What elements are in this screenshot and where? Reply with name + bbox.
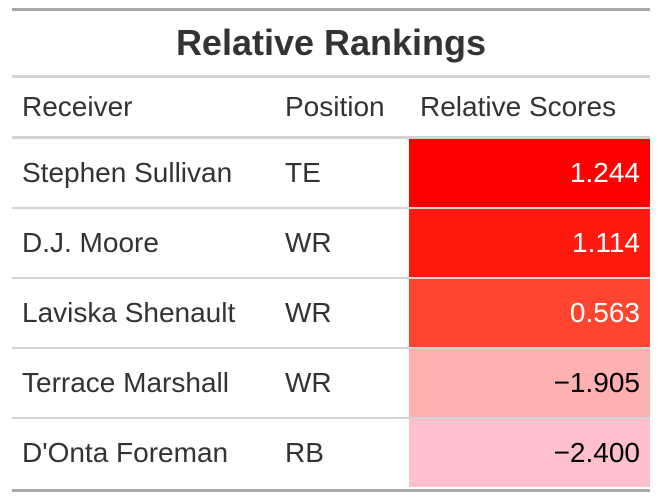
cell-receiver: Stephen Sullivan — [22, 157, 233, 188]
header-relative-scores: Relative Scores — [420, 91, 617, 122]
cell-relative-score: −2.400 — [409, 419, 650, 487]
row-divider — [12, 417, 650, 419]
row-divider — [12, 207, 650, 209]
cell-position: WR — [285, 227, 332, 258]
cell-receiver: Terrace Marshall — [22, 367, 229, 398]
cell-relative-score: 1.244 — [409, 139, 650, 207]
header-receiver: Receiver — [22, 91, 133, 122]
table-title: Relative Rankings — [175, 22, 487, 63]
cell-relative-score: 0.563 — [409, 279, 650, 347]
cell-position: WR — [285, 297, 332, 328]
cell-receiver: D'Onta Foreman — [22, 437, 229, 468]
table-row: Stephen Sullivan TE 1.244 — [12, 139, 650, 207]
table-header-row: Receiver Position Relative Scores — [12, 78, 650, 136]
table-row: Laviska Shenault WR 0.563 — [12, 279, 650, 347]
cell-position: RB — [285, 437, 324, 468]
table-row: D.J. Moore WR 1.114 — [12, 209, 650, 277]
cell-receiver: Laviska Shenault — [22, 297, 236, 328]
header-position: Position — [285, 91, 385, 122]
title-divider — [12, 75, 650, 78]
table-top-rule — [12, 8, 650, 11]
cell-relative-score: −1.905 — [409, 349, 650, 417]
cell-receiver: D.J. Moore — [22, 227, 159, 258]
cell-position: WR — [285, 367, 332, 398]
row-divider — [12, 277, 650, 279]
cell-relative-score: 1.114 — [409, 209, 650, 277]
row-divider — [12, 347, 650, 349]
table-row: Terrace Marshall WR −1.905 — [12, 349, 650, 417]
cell-position: TE — [285, 157, 321, 188]
table-bottom-rule — [12, 489, 650, 492]
header-divider — [12, 136, 650, 139]
table-row: D'Onta Foreman RB −2.400 — [12, 419, 650, 487]
